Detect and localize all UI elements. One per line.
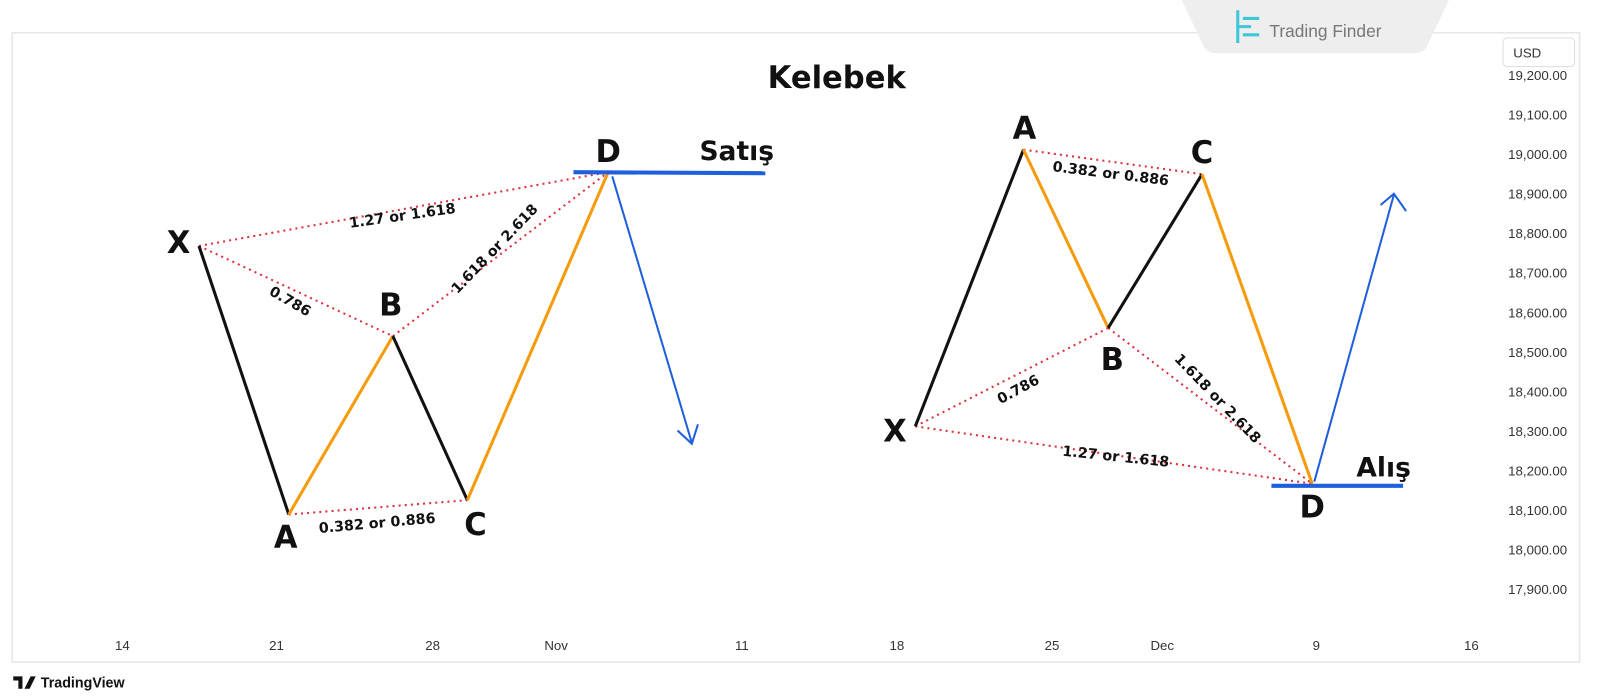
time-label: Nov [544,638,568,653]
price-label: 18,600.00 [1508,305,1567,320]
point-label: D [595,135,620,170]
currency-box [1502,37,1575,68]
leg [913,149,1025,427]
title: Kelebek [768,61,907,96]
price-label: 18,700.00 [1508,266,1567,281]
signal-label: Satış [699,136,774,167]
price-axis: 19,200.00 19,100.00 19,000.00 18,900.00 18,8… [1508,68,1567,597]
price-label: 19,100.00 [1508,107,1567,122]
price-label: 18,000.00 [1508,543,1567,558]
price-label: 18,400.00 [1508,384,1567,399]
brand-tab [1181,0,1449,54]
time-label: 14 [115,638,130,653]
time-label: 9 [1313,638,1320,653]
time-label: Dec [1150,638,1174,653]
signal-label: Alış [1356,453,1411,484]
point-label: X [883,415,907,450]
currency: USD [1513,45,1541,60]
time-label: 18 [890,638,905,653]
price-label: 18,100.00 [1508,503,1567,518]
entry-line [573,170,766,176]
point-label: A [274,520,298,555]
ratio-line [198,245,394,338]
price-label: 18,500.00 [1508,345,1567,360]
point-label: C [464,508,486,543]
leg [465,171,610,501]
chart-frame [11,32,1581,663]
brand-name: Trading Finder [1269,21,1381,41]
time-label: 28 [425,638,440,653]
brand-logo [1236,10,1260,44]
direction-arrow [611,175,699,446]
footer: TradingView [41,676,126,692]
ratio-line [198,171,609,247]
ratio-line [392,171,609,337]
time-label: 16 [1464,638,1479,653]
point-label: C [1191,136,1213,171]
point-label: D [1300,491,1325,526]
time-axis: 14 21 28 Nov 11 18 25 Dec 9 16 [115,638,1479,653]
leg [391,335,469,501]
time-label: 21 [269,638,284,653]
price-label: 18,800.00 [1508,226,1567,241]
point-label: B [1101,343,1124,378]
leg [197,245,291,515]
price-label: 18,300.00 [1508,424,1567,439]
footer-logo [13,676,36,689]
leg [1022,148,1110,329]
point-label: B [379,289,402,324]
point-label: X [167,226,191,261]
leg [287,335,395,516]
leg [1200,173,1314,485]
leg [1106,173,1204,329]
price-label: 18,900.00 [1508,187,1567,202]
point-label: A [1013,111,1037,146]
price-label: 19,000.00 [1508,147,1567,162]
price-label: 19,200.00 [1508,68,1567,83]
time-label: 11 [735,638,749,653]
direction-arrow [1313,192,1407,482]
time-label: 25 [1045,638,1060,653]
price-label: 17,900.00 [1508,582,1567,597]
price-label: 18,200.00 [1508,464,1567,479]
